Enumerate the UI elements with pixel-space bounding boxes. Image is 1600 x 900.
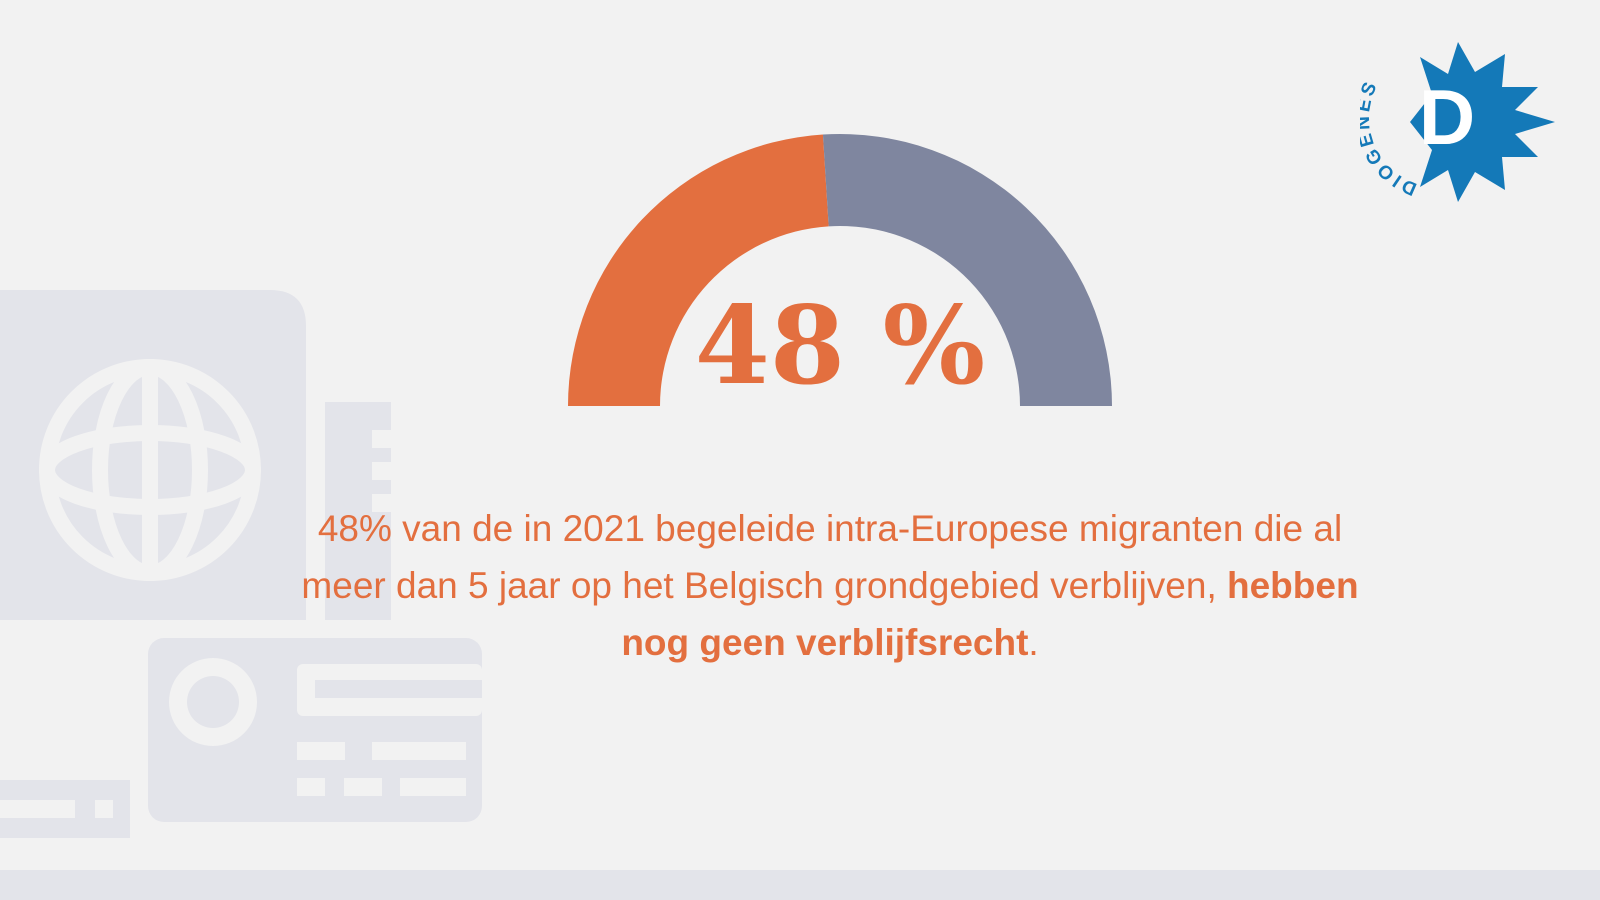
id-card-icon bbox=[0, 620, 490, 850]
svg-text:DIOGENES: DIOGENES bbox=[1360, 77, 1420, 200]
diogenes-logo: D DIOGENES bbox=[1360, 42, 1555, 202]
logo-initial: D bbox=[1419, 73, 1475, 161]
bottom-strip bbox=[0, 870, 1600, 900]
gauge-chart: 48 % bbox=[568, 134, 1112, 409]
starburst-icon bbox=[1410, 42, 1555, 202]
gauge-slice-1 bbox=[568, 134, 829, 406]
gauge-slices bbox=[568, 134, 1112, 406]
caption-main: 48% van de in 2021 begeleide intra-Europ… bbox=[301, 508, 1343, 606]
gauge-center-label: 48 % bbox=[695, 283, 986, 409]
caption-end: . bbox=[1028, 622, 1039, 663]
globe-icon bbox=[39, 359, 261, 581]
caption-text: 48% van de in 2021 begeleide intra-Europ… bbox=[300, 500, 1360, 671]
gauge-slice-2 bbox=[822, 134, 1112, 406]
caption-emphasis: hebben nog geen verblijfsrecht bbox=[621, 565, 1359, 663]
passport-id-illustration bbox=[0, 290, 490, 850]
logo-wordmark: DIOGENES bbox=[1360, 77, 1417, 200]
